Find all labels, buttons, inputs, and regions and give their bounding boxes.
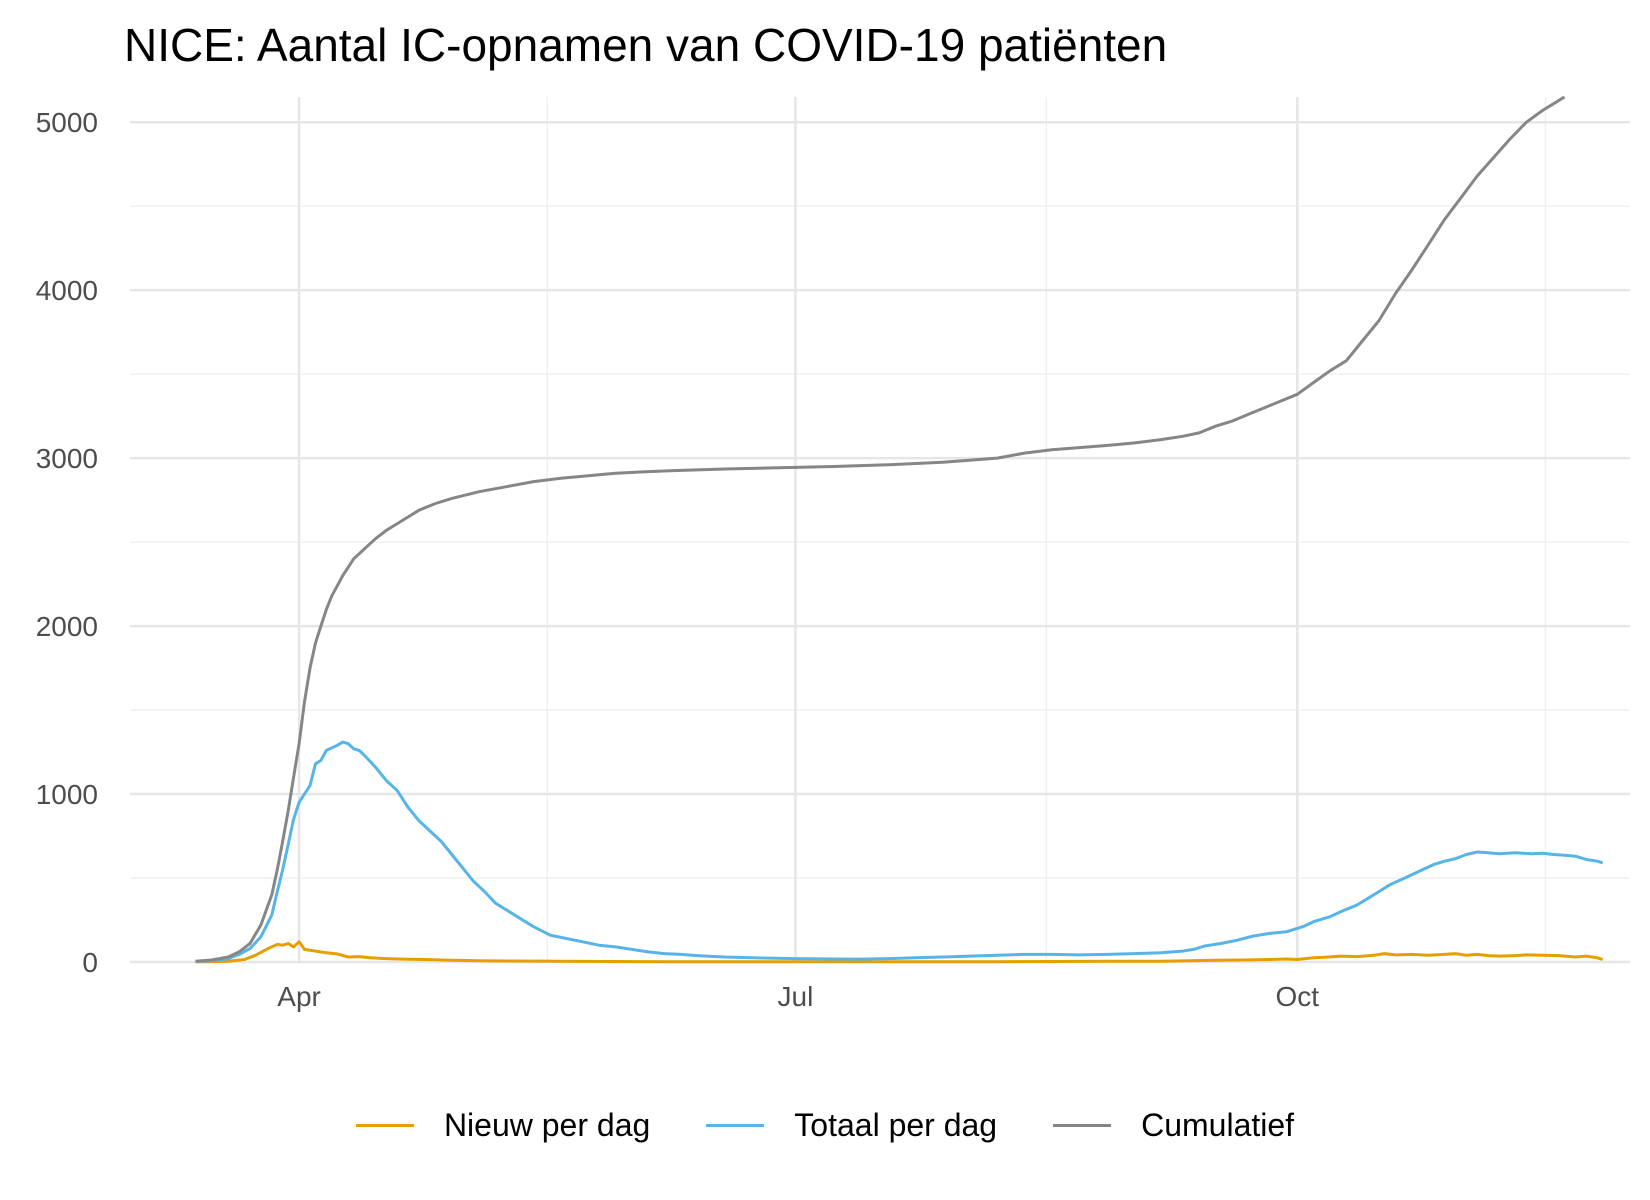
legend-item: Cumulatief <box>1053 1107 1294 1144</box>
legend-item: Totaal per dag <box>706 1107 997 1144</box>
x-axis-ticks: Apr Jul Oct <box>277 981 1319 1012</box>
y-tick-label: 5000 <box>36 107 98 138</box>
legend-label: Totaal per dag <box>794 1106 998 1143</box>
y-tick-label: 3000 <box>36 443 98 474</box>
legend-label: Nieuw per dag <box>443 1106 651 1143</box>
series-lines <box>195 95 1604 964</box>
y-tick-label: 0 <box>82 947 98 978</box>
legend-key-swatch <box>1053 1123 1112 1127</box>
x-tick-label: Jul <box>778 981 814 1012</box>
legend-key-swatch <box>355 1123 414 1127</box>
series-line-2 <box>195 740 1604 963</box>
x-tick-label: Apr <box>277 981 321 1012</box>
y-tick-label: 4000 <box>36 275 98 306</box>
y-tick-label: 2000 <box>36 611 98 642</box>
x-tick-label: Oct <box>1275 981 1319 1012</box>
y-axis-ticks: 0 1000 2000 3000 4000 5000 <box>36 107 98 978</box>
major-gridlines <box>130 97 1630 964</box>
chart-title: NICE: Aantal IC-opnamen van COVID-19 pat… <box>124 19 1168 71</box>
series-line-1 <box>195 940 1604 964</box>
legend-item: Nieuw per dag <box>355 1106 651 1144</box>
minor-gridlines <box>130 97 1630 962</box>
legend: Nieuw per dag Totaal per dag Cumulatief <box>0 1095 1650 1155</box>
legend-key-swatch <box>706 1123 765 1127</box>
legend-label: Cumulatief <box>1141 1106 1295 1143</box>
y-tick-label: 1000 <box>36 779 98 810</box>
series-line-3 <box>195 95 1566 963</box>
